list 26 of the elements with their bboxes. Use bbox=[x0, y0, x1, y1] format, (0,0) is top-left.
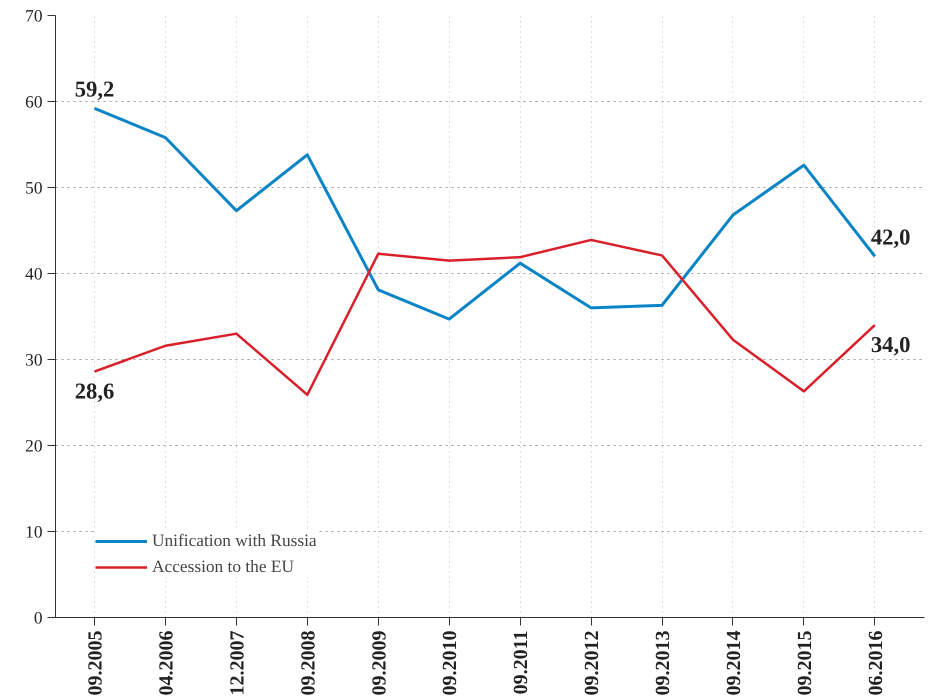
data-label: 59,2 bbox=[74, 76, 114, 102]
x-tick-label: 09.2015 bbox=[794, 630, 816, 696]
x-tick-label: 09.2005 bbox=[84, 630, 107, 696]
y-tick-label: 40 bbox=[25, 264, 42, 284]
x-tick-label: 09.2013 bbox=[652, 630, 674, 696]
x-tick-label: 06.2016 bbox=[864, 630, 887, 696]
x-tick-label: 09.2009 bbox=[368, 630, 390, 696]
x-tick-label: 12.2007 bbox=[226, 630, 248, 696]
y-tick-label: 60 bbox=[25, 92, 42, 112]
y-tick-label: 30 bbox=[25, 350, 42, 370]
x-tick-label: 09.2014 bbox=[722, 630, 745, 696]
y-tick-label: 10 bbox=[25, 522, 42, 542]
x-tick-label: 04.2006 bbox=[155, 630, 178, 696]
data-label: 28,6 bbox=[74, 378, 114, 404]
y-tick-label: 70 bbox=[25, 6, 42, 26]
y-tick-label: 50 bbox=[25, 178, 42, 198]
x-tick-label: 09.2008 bbox=[297, 630, 320, 696]
x-tick-label: 09.2010 bbox=[439, 630, 462, 696]
legend-label: Unification with Russia bbox=[152, 531, 317, 551]
y-tick-label: 20 bbox=[25, 436, 42, 456]
data-label: 34,0 bbox=[870, 332, 910, 358]
x-tick-label: 09.2012 bbox=[581, 630, 604, 696]
y-tick-label: 0 bbox=[34, 608, 43, 628]
x-tick-label: 09.2011 bbox=[510, 630, 532, 694]
legend-label: Accession to the EU bbox=[152, 557, 294, 577]
data-label: 42,0 bbox=[870, 224, 910, 250]
